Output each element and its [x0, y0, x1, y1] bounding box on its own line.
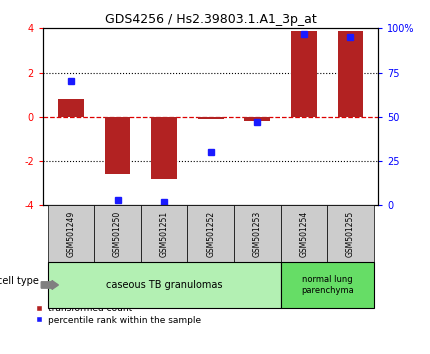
Text: GSM501252: GSM501252	[206, 211, 215, 257]
Bar	[151, 117, 177, 179]
Text: GSM501255: GSM501255	[346, 211, 355, 257]
Bar	[291, 30, 316, 117]
Text: cell type: cell type	[0, 276, 39, 286]
Title: GDS4256 / Hs2.39803.1.A1_3p_at: GDS4256 / Hs2.39803.1.A1_3p_at	[105, 13, 316, 26]
Text: GSM501254: GSM501254	[299, 211, 308, 257]
Bar	[198, 117, 224, 119]
Bar	[245, 117, 270, 121]
Bar	[105, 117, 130, 175]
Bar	[338, 30, 363, 117]
Text: GSM501249: GSM501249	[67, 211, 75, 257]
Legend: transformed count, percentile rank within the sample: transformed count, percentile rank withi…	[31, 300, 205, 328]
Text: caseous TB granulomas: caseous TB granulomas	[106, 280, 222, 290]
Text: GSM501251: GSM501251	[160, 211, 169, 257]
Bar	[58, 99, 84, 117]
Text: GSM501250: GSM501250	[113, 211, 122, 257]
Text: normal lung
parenchyma: normal lung parenchyma	[301, 275, 353, 295]
Text: GSM501253: GSM501253	[253, 211, 262, 257]
